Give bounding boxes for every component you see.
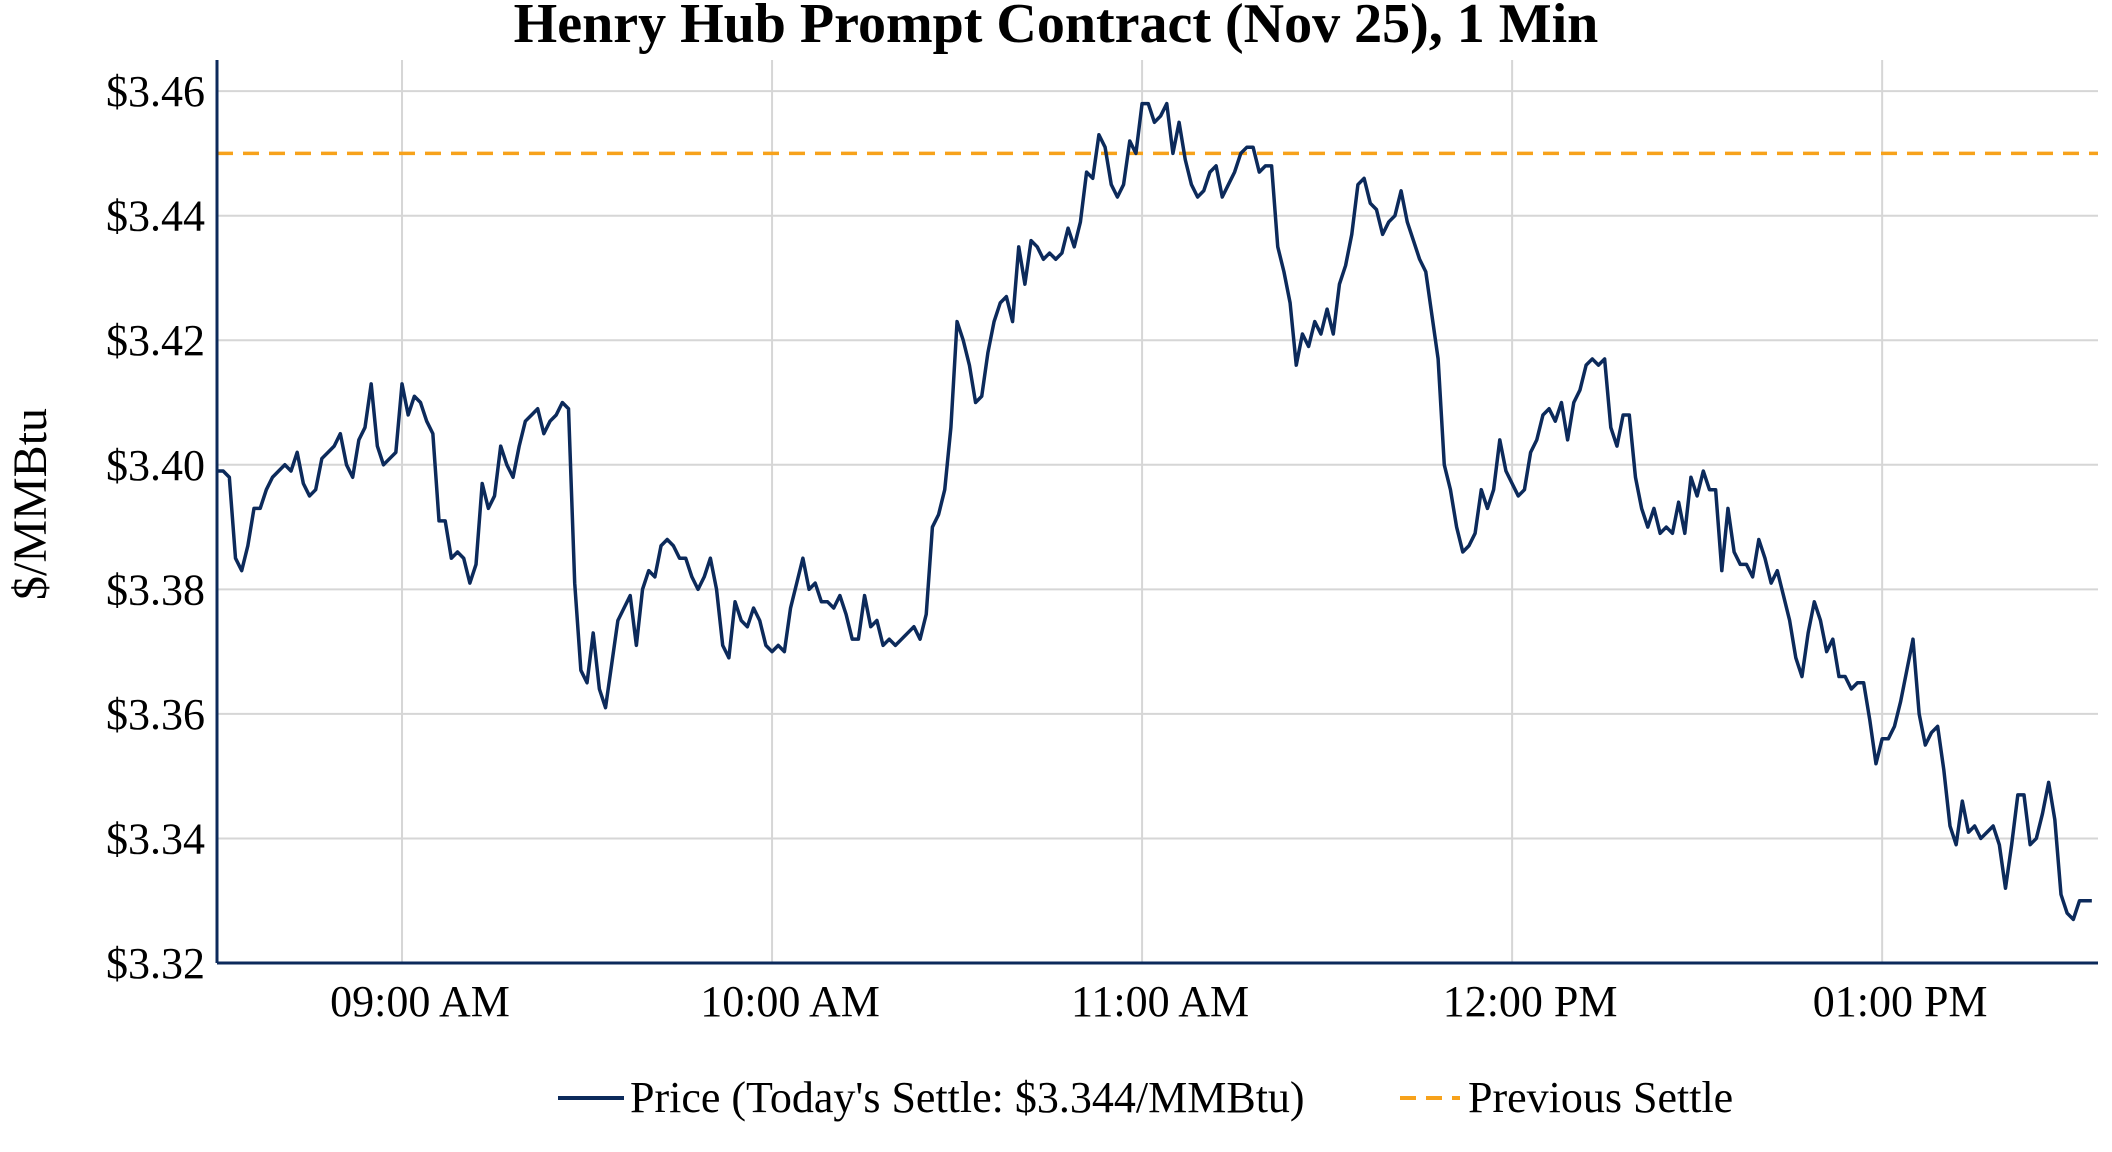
y-tick-label: $3.36 xyxy=(106,690,205,739)
axis-layer: $3.32 $3.34 $3.36 $3.38 $3.40 $3.42 $3.44 $3.46… xyxy=(106,60,2098,1026)
y-tick-label: $3.32 xyxy=(106,939,205,988)
grid-layer xyxy=(217,60,2098,964)
legend-prev-label: Previous Settle xyxy=(1468,1073,1733,1122)
legend-price-label: Price (Today's Settle: $3.344/MMBtu) xyxy=(630,1073,1305,1122)
y-axis-label: $/MMBtu xyxy=(4,408,57,600)
y-tick-label: $3.40 xyxy=(106,441,205,490)
legend[interactable]: Price (Today's Settle: $3.344/MMBtu) Pre… xyxy=(558,1073,1733,1122)
price-series-line xyxy=(217,101,2092,922)
series-layer xyxy=(217,101,2098,922)
x-tick-label: 12:00 PM xyxy=(1443,977,1618,1026)
y-tick-label: $3.42 xyxy=(106,316,205,365)
x-tick-label: 11:00 AM xyxy=(1071,977,1249,1026)
y-tick-label: $3.34 xyxy=(106,814,205,863)
x-tick-label: 01:00 PM xyxy=(1813,977,1988,1026)
y-tick-label: $3.38 xyxy=(106,565,205,614)
x-tick-label: 10:00 AM xyxy=(700,977,880,1026)
chart-title: Henry Hub Prompt Contract (Nov 25), 1 Mi… xyxy=(513,0,1599,55)
y-tick-label: $3.44 xyxy=(106,192,205,241)
y-tick-label: $3.46 xyxy=(106,67,205,116)
x-tick-label: 09:00 AM xyxy=(330,977,510,1026)
